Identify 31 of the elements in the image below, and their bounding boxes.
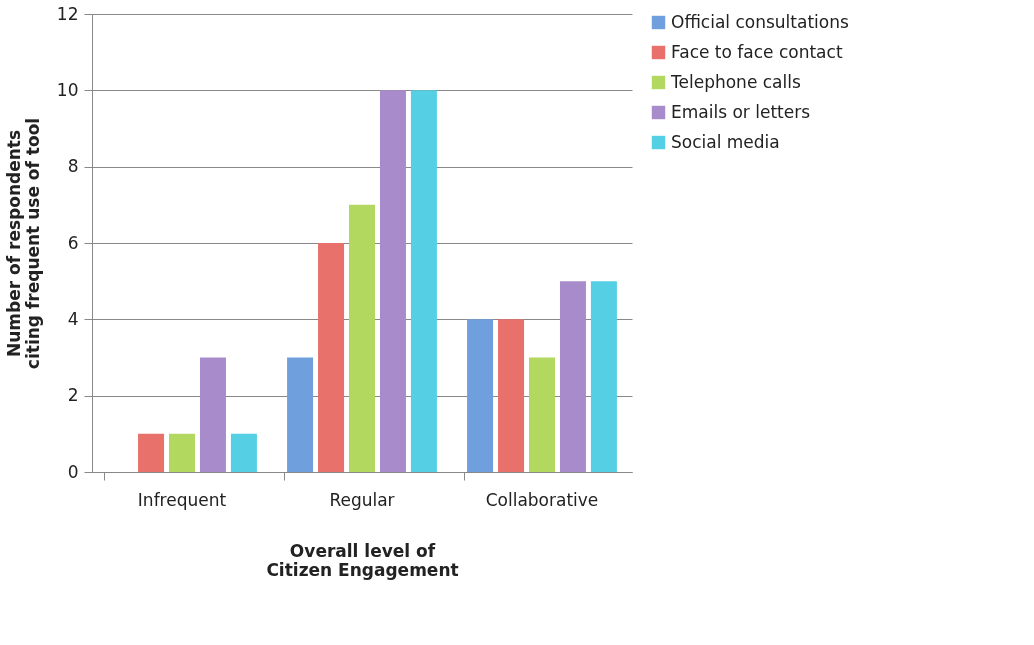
y-tick-label: 6 bbox=[67, 232, 79, 253]
y-axis-title: Number of respondents citing frequent use of tool bbox=[3, 117, 43, 370]
x-tick-label: Collaborative bbox=[485, 489, 599, 510]
bar bbox=[230, 433, 257, 472]
bar bbox=[559, 281, 586, 472]
y-tick-label: 8 bbox=[67, 156, 79, 177]
legend-label: Official consultations bbox=[671, 11, 849, 32]
y-tick-label: 2 bbox=[67, 385, 79, 406]
x-tick-label: Regular bbox=[329, 489, 395, 510]
bar bbox=[498, 319, 525, 472]
bar bbox=[590, 281, 617, 472]
legend-label: Emails or letters bbox=[671, 101, 811, 122]
bar bbox=[199, 357, 226, 472]
y-tick-label: 0 bbox=[67, 461, 79, 482]
y-tick-label: 12 bbox=[56, 3, 79, 24]
bar bbox=[379, 90, 406, 472]
bar bbox=[169, 433, 195, 472]
y-tick-label: 10 bbox=[56, 79, 79, 100]
bar bbox=[138, 433, 165, 472]
legend-label: Telephone calls bbox=[670, 71, 801, 92]
bar bbox=[529, 357, 555, 472]
bar bbox=[467, 319, 494, 472]
bar bbox=[318, 243, 345, 472]
x-axis-title: Overall level of Citizen Engagement bbox=[266, 540, 459, 580]
x-tick-label: Infrequent bbox=[137, 489, 227, 510]
bar bbox=[349, 204, 375, 472]
bar bbox=[287, 357, 314, 472]
y-tick-label: 4 bbox=[67, 308, 79, 329]
bar bbox=[410, 90, 437, 472]
legend-label: Face to face contact bbox=[671, 41, 843, 62]
legend-label: Social media bbox=[671, 131, 780, 152]
